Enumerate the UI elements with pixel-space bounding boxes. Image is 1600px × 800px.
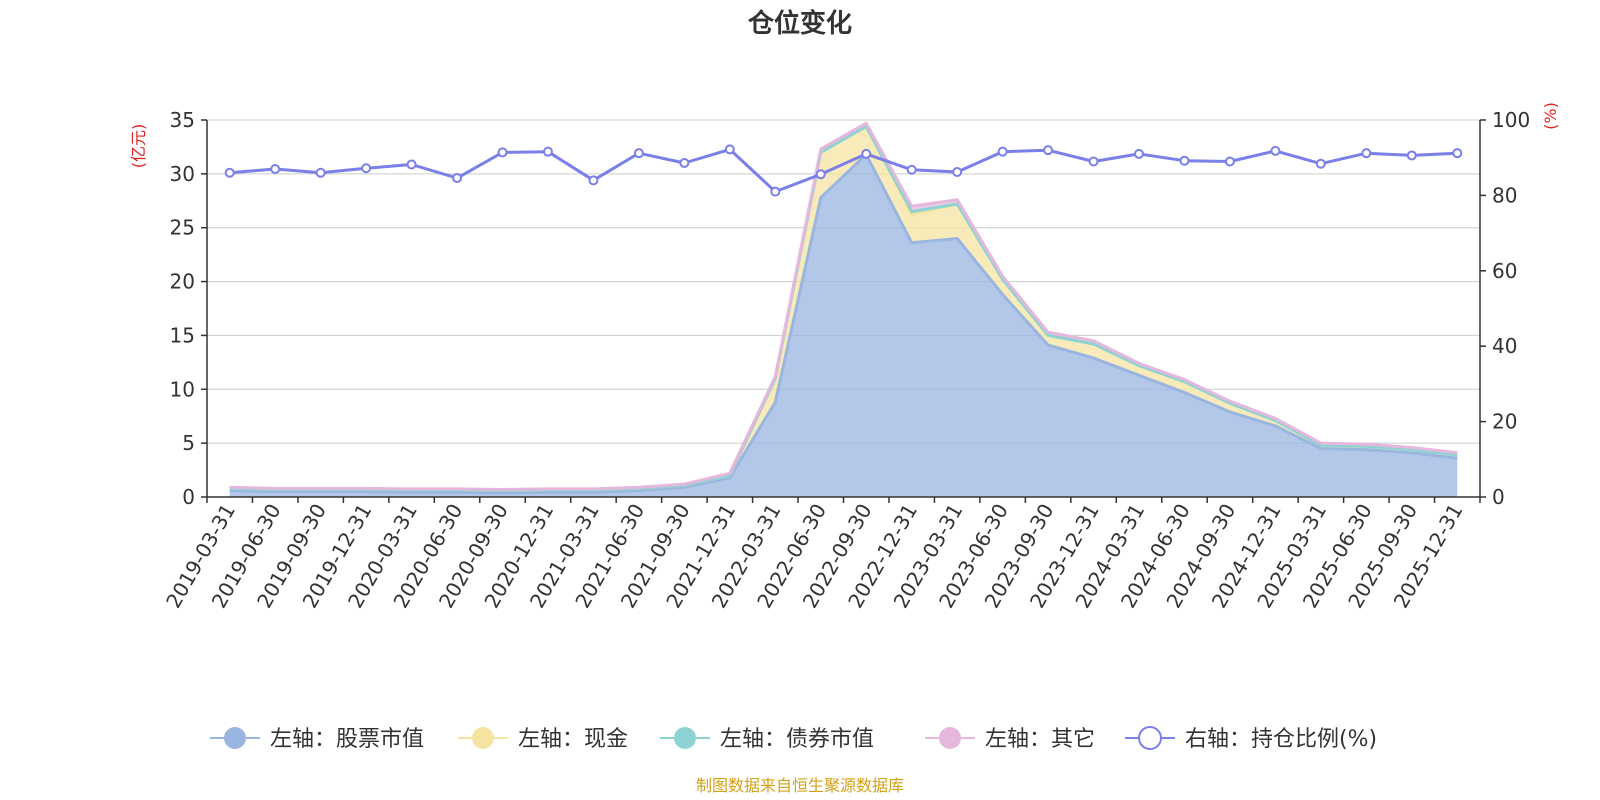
area-outline [229,153,1458,495]
area-outline [229,121,1458,491]
left-tick-label: 20 [170,270,195,294]
ratio-point [997,146,1008,157]
ratio-line [229,147,1458,194]
right-tick-label: 100 [1492,108,1530,132]
ratio-point [497,147,508,158]
ratio-point [679,157,690,168]
ratio-point [861,148,872,159]
left-axis-unit: (亿元) [129,124,148,169]
ratio-point [1315,158,1326,169]
right-tick-label: 80 [1492,183,1517,207]
legend-marker [1138,726,1162,750]
ratio-point [1452,148,1463,159]
ratio-point [1270,145,1281,156]
legend-label: 左轴：现金 [518,727,628,752]
legend-label: 左轴：其它 [985,727,1095,752]
left-tick-label: 0 [182,485,195,509]
left-tick-label: 5 [182,431,195,455]
ratio-point [1134,148,1145,159]
right-tick-label: 20 [1492,410,1517,434]
right-tick-label: 40 [1492,334,1517,358]
ratio-point [724,144,735,155]
ratio-point [1088,156,1099,167]
right-axis-unit: (%) [1541,102,1560,130]
area-series [229,121,1458,497]
left-tick-label: 10 [170,377,195,401]
ratio-point [1406,150,1417,161]
ratio-point [952,167,963,178]
left-tick-label: 25 [170,216,195,240]
left-tick-label: 15 [170,323,195,347]
ratio-point [270,164,281,175]
left-axis-ticks: 0 5 10 15 20 25 30 35 [170,108,207,509]
ratio-point [906,164,917,175]
ratio-point [1224,156,1235,167]
left-tick-label: 30 [170,162,195,186]
ratio-point [361,163,372,174]
ratio-point [588,175,599,186]
legend-marker [224,727,246,749]
legend: 左轴：股票市值 左轴：现金 左轴：债券市值 左轴：其它 右轴：持仓比例(%) [210,726,1377,752]
right-axis-ticks: 0 20 40 60 80 100 [1480,108,1530,509]
x-axis-ticks: 2019-03-312019-06-302019-09-302019-12-31… [161,497,1481,612]
ratio-point [452,173,463,184]
legend-label: 左轴：债券市值 [720,727,874,752]
chart-title: 仓位变化 [747,8,852,39]
right-tick-label: 0 [1492,485,1505,509]
ratio-point [406,159,417,170]
ratio-point [224,167,235,178]
legend-marker [674,727,696,749]
area-fill [229,154,1458,497]
ratio-point [1179,155,1190,166]
ratio-point [542,146,553,157]
source-note: 制图数据来自恒生聚源数据库 [696,776,904,795]
ratio-point [1043,145,1054,156]
legend-marker [939,727,961,749]
ratio-point [315,167,326,178]
ratio-point [770,186,781,197]
right-tick-label: 60 [1492,259,1517,283]
legend-label: 左轴：股票市值 [270,727,424,752]
ratio-line-series [224,144,1463,197]
legend-label: 右轴：持仓比例(%) [1185,727,1377,752]
legend-marker [472,727,494,749]
ratio-point [633,148,644,159]
left-tick-label: 35 [170,108,195,132]
ratio-point [1361,148,1372,159]
ratio-point [815,169,826,180]
